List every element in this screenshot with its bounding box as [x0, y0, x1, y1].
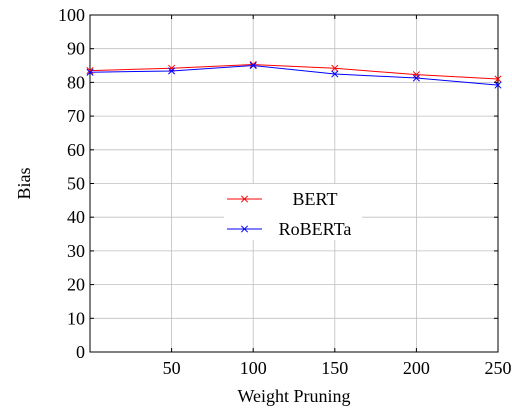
y-tick-label: 50	[67, 174, 85, 194]
y-tick-label: 90	[67, 39, 85, 59]
legend-box	[224, 184, 362, 240]
legend-label-bert: BERT	[293, 189, 338, 209]
legend-marker-roberta	[240, 225, 249, 233]
y-tick-label: 70	[67, 106, 85, 126]
data-point-roberta	[494, 81, 502, 89]
legend-marker-bert	[240, 195, 249, 203]
data-point-roberta	[249, 61, 257, 70]
y-tick-label: 10	[67, 308, 85, 328]
data-point-bert	[412, 71, 420, 79]
legend-label-roberta: RoBERTa	[279, 219, 352, 239]
data-point-bert	[249, 60, 257, 69]
legend-entries: BERT RoBERTa	[227, 189, 351, 239]
x-tick-label: 200	[403, 358, 430, 378]
y-axis-title: Bias	[14, 167, 34, 199]
series-roberta	[86, 61, 502, 89]
data-point-roberta	[168, 67, 176, 75]
series-bert	[86, 60, 502, 83]
y-tick-label: 60	[67, 140, 85, 160]
legend: BERT RoBERTa	[224, 184, 362, 240]
legend-entry-bert: BERT	[227, 189, 337, 209]
axis-ticks: 0 10 20 30 40 50 60 70 80 90 100 50 100 150 200 250	[58, 5, 512, 378]
legend-entry-roberta: RoBERTa	[227, 219, 351, 239]
data-point-roberta	[331, 70, 339, 78]
x-tick-label: 100	[240, 358, 267, 378]
y-tick-label: 20	[67, 275, 85, 295]
y-tick-label: 40	[67, 207, 85, 227]
x-tick-label: 50	[163, 358, 181, 378]
y-tick-label: 30	[67, 241, 85, 261]
data-point-bert	[331, 64, 339, 72]
data-point-bert	[494, 75, 502, 83]
series-line-roberta	[89, 65, 499, 86]
y-tick-label: 80	[67, 72, 85, 92]
x-tick-label: 250	[485, 358, 512, 378]
y-tick-label: 100	[58, 5, 85, 25]
grid	[90, 15, 498, 352]
y-tick-label: 0	[76, 342, 85, 362]
x-axis-title: Weight Pruning	[237, 386, 350, 406]
data-point-roberta	[86, 68, 94, 76]
series-line-bert	[89, 64, 499, 80]
series-layer	[86, 60, 502, 89]
data-point-roberta	[412, 74, 420, 82]
x-tick-label: 150	[321, 358, 348, 378]
